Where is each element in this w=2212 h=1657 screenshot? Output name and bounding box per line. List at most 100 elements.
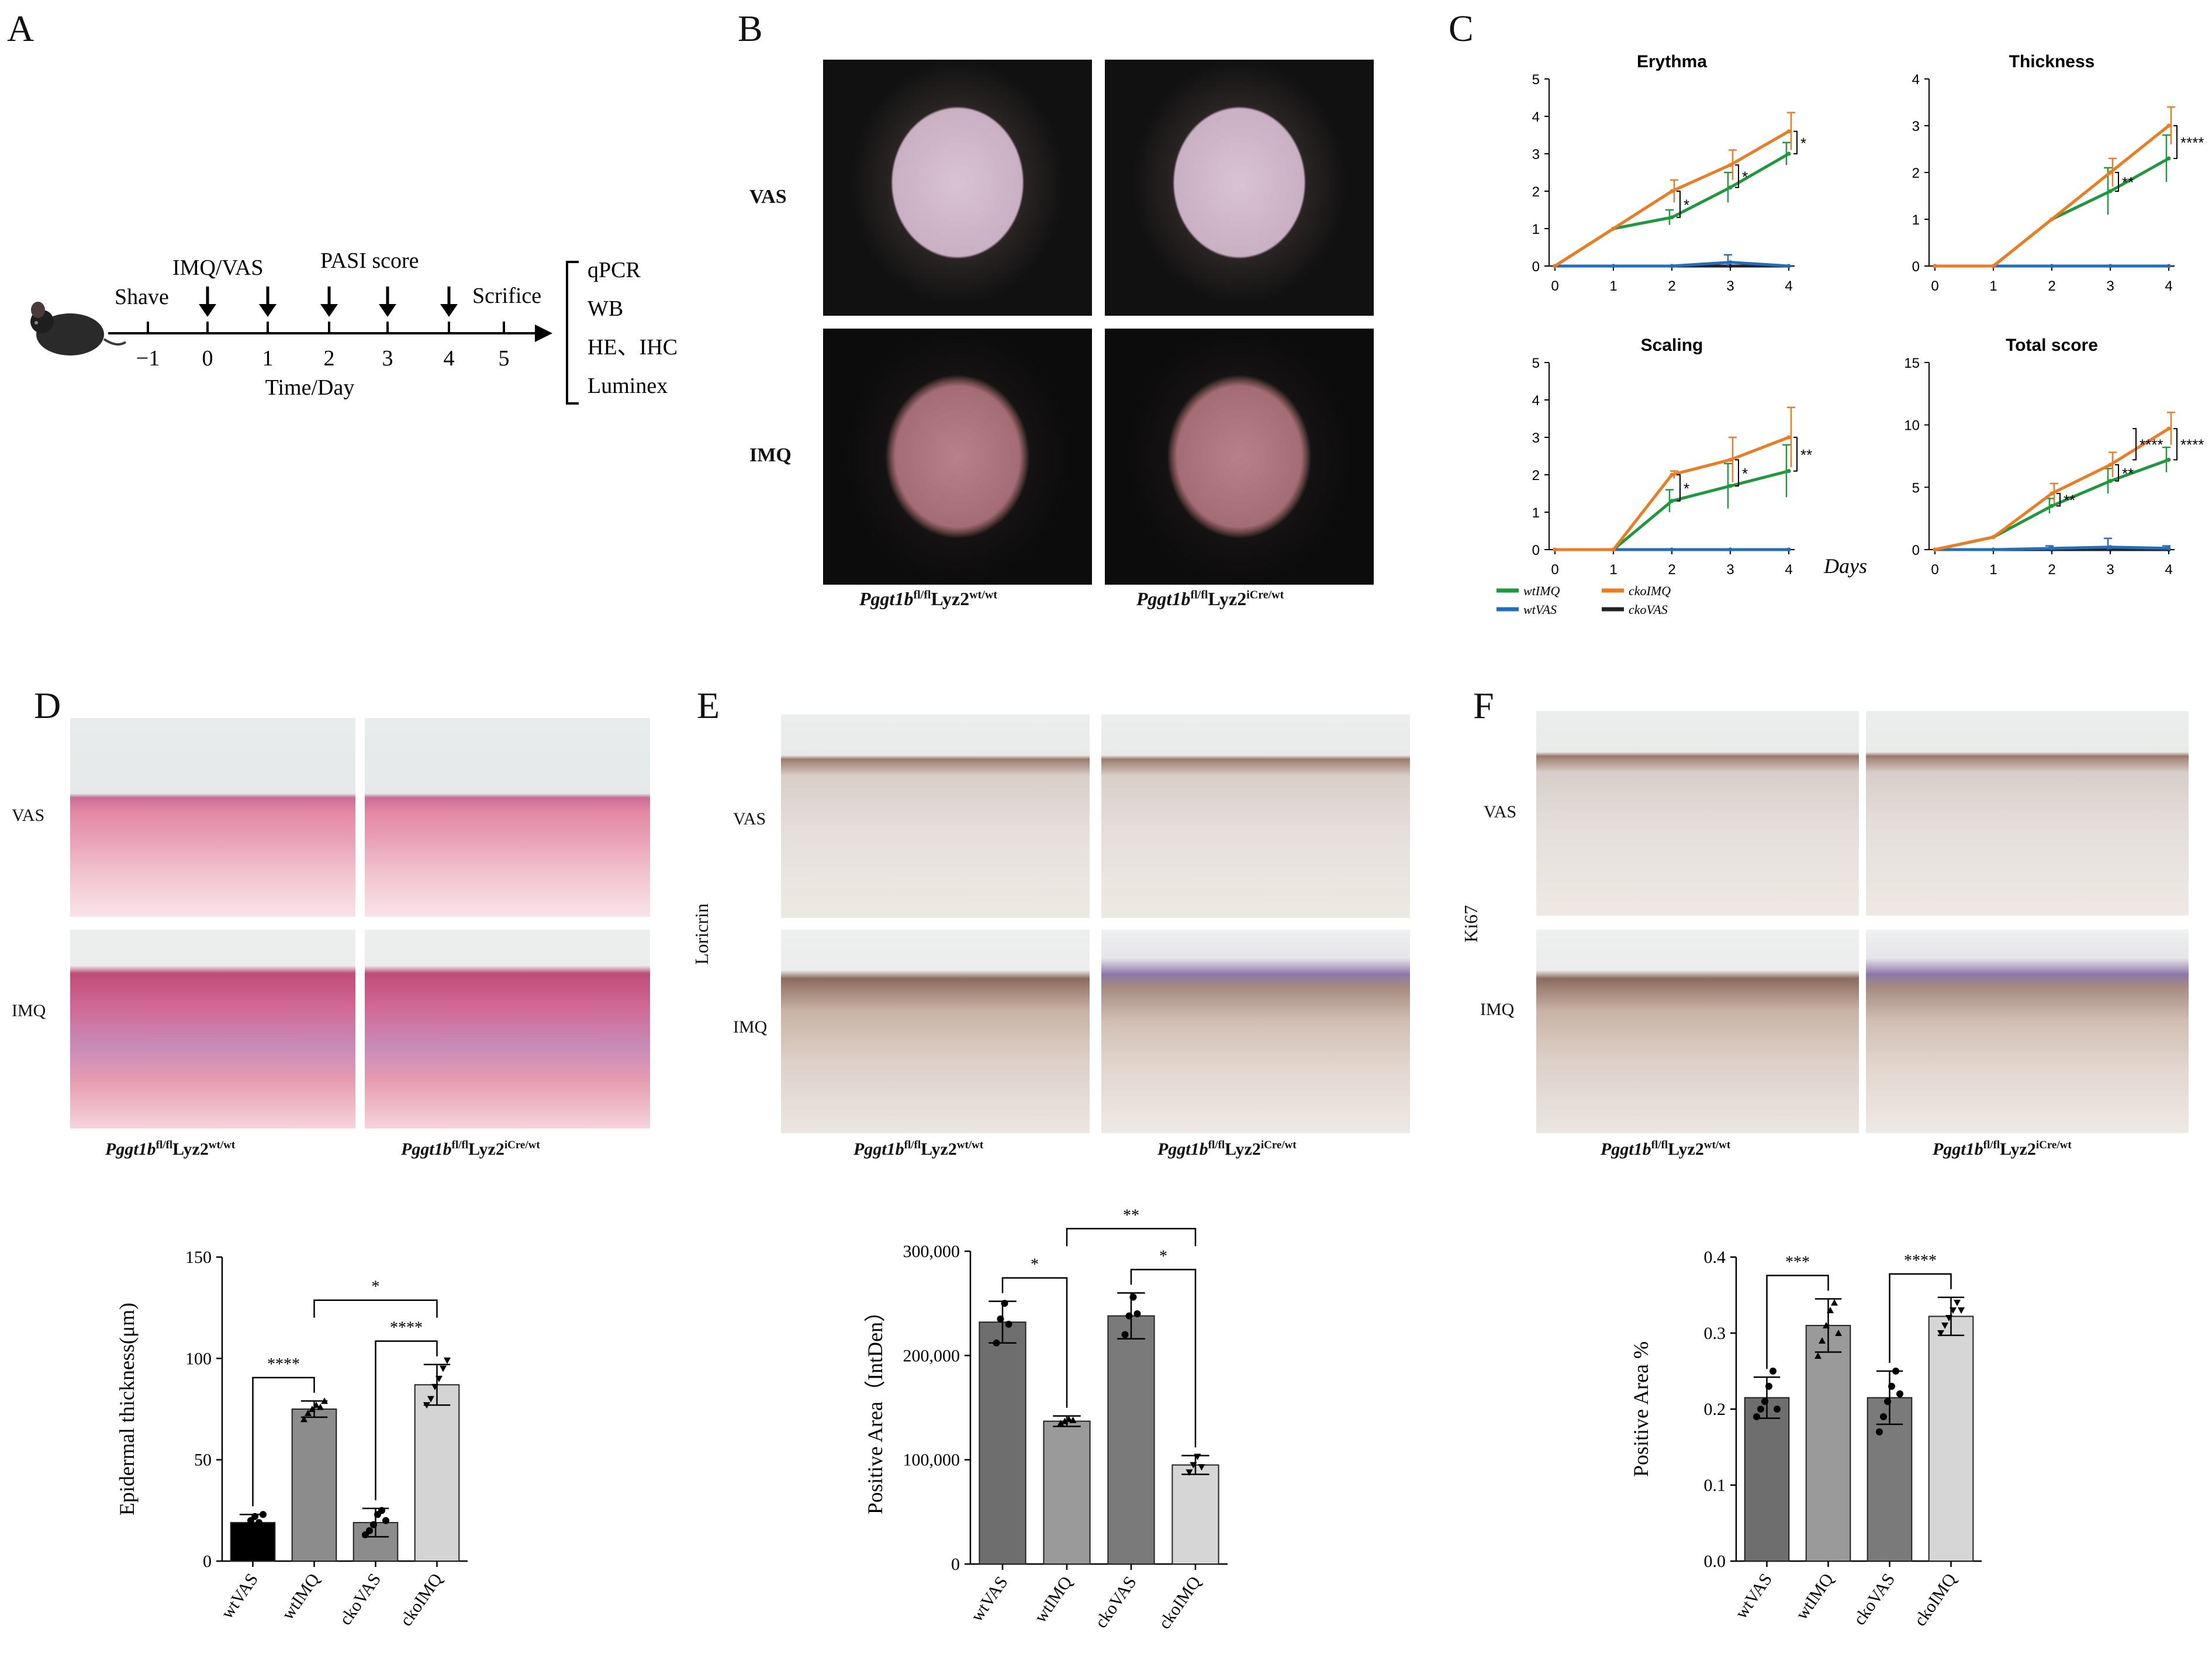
data-point-wtVAS bbox=[251, 1513, 258, 1520]
y-axis-label: Positive Area % bbox=[1631, 1341, 1653, 1477]
point-wtVAS bbox=[2166, 546, 2171, 551]
point-wtVAS bbox=[1991, 547, 1996, 552]
days-label: Days bbox=[1823, 554, 1867, 578]
genotype-wt-e: Pggt1bfl/flLyz2wt/wt bbox=[853, 1139, 984, 1159]
point-ckoIMQ bbox=[1991, 535, 1996, 540]
panel-label-e: E bbox=[697, 685, 720, 726]
significance-bracket bbox=[1677, 474, 1681, 502]
significance-bracket bbox=[2173, 428, 2178, 461]
data-point-ckoVAS bbox=[1125, 1312, 1133, 1320]
x-tick-label: 2 bbox=[1668, 278, 1675, 294]
point-ckoIMQ bbox=[2166, 426, 2171, 431]
y-tick-label: 2 bbox=[1532, 184, 1540, 200]
y-tick-label: 4 bbox=[1532, 109, 1540, 125]
y-tick-label: 300,000 bbox=[903, 1242, 960, 1261]
significance-mark: * bbox=[1159, 1247, 1167, 1265]
x-tick-label: 4 bbox=[1785, 278, 1792, 294]
x-tick-label: ckoVAS bbox=[1850, 1570, 1899, 1628]
significance-mark: * bbox=[372, 1278, 380, 1296]
significance-bracket bbox=[252, 1376, 315, 1507]
svg-text:Luminex: Luminex bbox=[587, 374, 668, 398]
point-ckoIMQ bbox=[2108, 170, 2113, 175]
data-point-ckoIMQ bbox=[1945, 1315, 1952, 1321]
x-tick-label: 3 bbox=[2106, 278, 2114, 294]
significance-mark: ** bbox=[2122, 174, 2134, 191]
x-tick-label: 3 bbox=[1726, 278, 1734, 294]
f-row-imq: IMQ bbox=[1480, 1000, 1515, 1019]
e-row-vas: VAS bbox=[733, 809, 766, 828]
data-point-wtIMQ bbox=[1823, 1322, 1830, 1328]
genotype-wt-b: Pggt1bfl/flLyz2wt/wt bbox=[859, 588, 997, 609]
ki67-wt-vas bbox=[1536, 711, 1859, 916]
data-point-ckoVAS bbox=[1884, 1398, 1891, 1405]
data-point-wtVAS bbox=[255, 1519, 262, 1527]
data-point-wtVAS bbox=[1753, 1413, 1760, 1420]
x-tick-label: 1 bbox=[1609, 562, 1617, 578]
bar-wtIMQ bbox=[291, 1409, 337, 1562]
point-wtIMQ bbox=[2049, 503, 2054, 508]
x-tick-label: 2 bbox=[2048, 562, 2055, 578]
x-tick-label: ckoIMQ bbox=[396, 1570, 447, 1630]
y-tick-label: 150 bbox=[185, 1248, 212, 1267]
point-wtIMQ bbox=[2108, 189, 2113, 194]
data-point-wtIMQ bbox=[1831, 1299, 1838, 1306]
series-line-wtIMQ bbox=[1555, 470, 1789, 551]
point-wtVAS bbox=[1670, 547, 1674, 552]
svg-text:WB: WB bbox=[587, 296, 623, 321]
assay-bracket bbox=[566, 261, 579, 405]
x-tick-label: 3 bbox=[1726, 562, 1734, 578]
y-tick-label: 5 bbox=[1912, 480, 1920, 496]
significance-mark: **** bbox=[267, 1355, 300, 1373]
genotype-wt-d: Pggt1bfl/flLyz2wt/wt bbox=[105, 1139, 236, 1159]
row-label-imq: IMQ bbox=[749, 444, 792, 466]
point-ckoIMQ bbox=[1611, 226, 1616, 231]
y-tick-label: 5 bbox=[1532, 355, 1540, 371]
data-point-ckoVAS bbox=[382, 1517, 389, 1524]
significance-bracket bbox=[313, 1299, 438, 1318]
panel-a-timeline: Shave IMQ/VAS PASI score Scrifice −1 0 1… bbox=[30, 248, 678, 405]
x-tick-label: wtIMQ bbox=[278, 1570, 324, 1624]
data-point-ckoIMQ bbox=[423, 1402, 430, 1409]
point-ckoIMQ bbox=[1786, 435, 1791, 440]
significance-bracket bbox=[2115, 464, 2119, 482]
bar-chart: 0 100,000 200,000 300,000 Positive Area（IntD… bbox=[863, 1206, 1228, 1632]
ki67-cko-imq bbox=[1866, 930, 2189, 1133]
panel-label-b: B bbox=[738, 8, 763, 49]
point-ckoIMQ bbox=[1933, 547, 1937, 552]
bar-chart: 0.0 0.1 0.2 0.3 0.4 Positive Area % wtVAS wtIMQ… bbox=[1631, 1248, 1982, 1630]
x-tick-label: 4 bbox=[2165, 278, 2172, 294]
mouse-icon bbox=[30, 302, 127, 355]
y-tick-label: 0.4 bbox=[1704, 1248, 1726, 1267]
y-tick-label: 100 bbox=[185, 1349, 212, 1368]
y-tick-label: 0 bbox=[1912, 543, 1920, 558]
y-axis-label: Positive Area（IntDen） bbox=[863, 1301, 887, 1514]
data-point-wtVAS bbox=[1761, 1398, 1768, 1405]
significance-bracket bbox=[1735, 459, 1739, 487]
data-point-ckoVAS bbox=[366, 1527, 373, 1534]
data-point-ckoVAS bbox=[1121, 1331, 1129, 1338]
he-cko-imq bbox=[365, 930, 650, 1128]
point-wtVAS bbox=[2108, 264, 2113, 268]
point-wtIMQ bbox=[2166, 457, 2171, 462]
point-ckoIMQ bbox=[2166, 123, 2171, 128]
data-point-wtIMQ bbox=[1814, 1352, 1822, 1359]
significance-mark: *** bbox=[1785, 1254, 1810, 1272]
point-wtIMQ bbox=[1786, 469, 1791, 474]
data-point-wtIMQ bbox=[305, 1409, 312, 1416]
point-ckoVAS bbox=[1728, 264, 1733, 268]
y-tick-label: 0 bbox=[1532, 543, 1540, 558]
y-tick-label: 4 bbox=[1532, 393, 1540, 409]
data-point-ckoIMQ bbox=[436, 1376, 443, 1382]
data-point-wtVAS bbox=[243, 1523, 250, 1531]
y-tick-label: 2 bbox=[1532, 468, 1540, 484]
data-point-ckoIMQ bbox=[440, 1365, 447, 1372]
x-tick-label: wtVAS bbox=[967, 1573, 1011, 1625]
significance-mark: * bbox=[1800, 134, 1806, 152]
chart-legend: wtIMQ ckoIMQ wtVAS ckoVAS bbox=[1496, 584, 1671, 617]
bar-ckoIMQ bbox=[414, 1384, 460, 1562]
significance-bracket bbox=[1889, 1273, 1952, 1363]
panel-label-a: A bbox=[7, 8, 34, 49]
chart-title: Scaling bbox=[1641, 336, 1703, 355]
data-point-ckoIMQ bbox=[427, 1396, 434, 1403]
